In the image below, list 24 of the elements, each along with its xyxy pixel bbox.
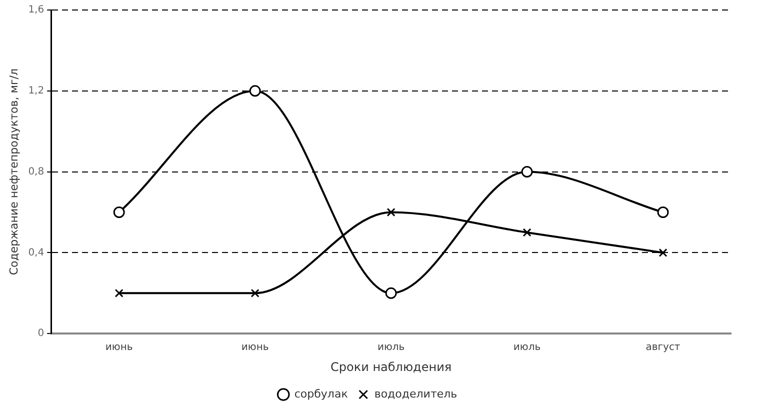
point xyxy=(657,206,669,218)
y-axis-title: Содержание нефтепродуктов, мг/л xyxy=(7,68,20,276)
point xyxy=(249,85,261,97)
point xyxy=(113,206,125,218)
legend-label: вододелитель xyxy=(374,387,458,400)
x-tick-label: июль xyxy=(377,342,405,354)
y-tick-label: 0 xyxy=(38,328,44,340)
legend-label: сорбулак xyxy=(294,387,348,400)
point xyxy=(114,288,124,298)
point xyxy=(250,288,260,298)
x-tick-label: июль xyxy=(513,342,541,354)
y-tick-label: 1,2 xyxy=(28,85,44,96)
x-tick-label: июнь xyxy=(241,342,269,354)
point xyxy=(385,287,397,299)
y-tick-label: 1,6 xyxy=(28,4,44,16)
point xyxy=(386,208,396,217)
x-axis-title: Сроки наблюдения xyxy=(330,360,452,374)
point xyxy=(522,228,532,237)
point xyxy=(521,166,533,178)
y-tick-label: 0,8 xyxy=(28,166,44,178)
y-tick-label: 0,4 xyxy=(28,247,44,258)
x-tick-label: июнь xyxy=(105,342,133,354)
x-tick-label: август xyxy=(646,342,680,354)
point xyxy=(658,248,668,257)
